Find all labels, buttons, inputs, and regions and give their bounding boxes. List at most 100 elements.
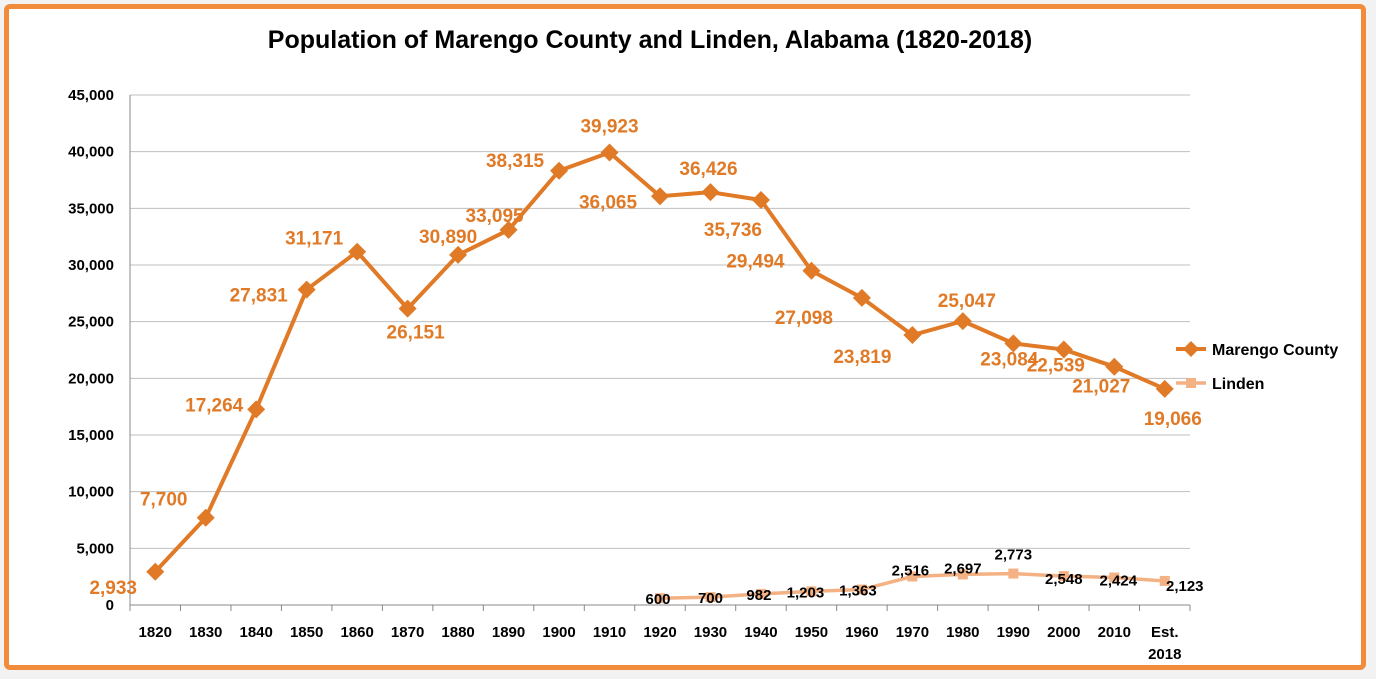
linden-point — [705, 592, 716, 603]
x-tick-label: 2010 — [1098, 624, 1131, 641]
linden-data-label: 982 — [746, 587, 771, 604]
marengo-data-label: 2,933 — [89, 578, 137, 599]
chart-frame — [4, 4, 1366, 670]
marengo-point — [903, 326, 922, 345]
marengo-data-label: 19,066 — [1144, 409, 1202, 430]
legend-marker — [1186, 378, 1196, 388]
linden-point — [1159, 575, 1170, 586]
marengo-point — [348, 242, 367, 261]
marengo-data-label: 25,047 — [938, 291, 996, 312]
linden-point — [907, 571, 918, 582]
x-tick-label: 1940 — [744, 624, 777, 641]
marengo-data-label: 27,831 — [230, 286, 289, 307]
marengo-data-label: 23,819 — [833, 347, 891, 368]
y-tick-label: 10,000 — [68, 484, 114, 501]
x-tick-label: 1890 — [492, 624, 525, 641]
x-tick-label: 1830 — [189, 624, 222, 641]
x-tick-label: 1840 — [240, 624, 273, 641]
x-tick-label: 2000 — [1047, 624, 1080, 641]
linden-data-label: 2,697 — [944, 560, 982, 577]
legend-label: Marengo County — [1212, 342, 1338, 359]
x-tick-label: 1850 — [290, 624, 323, 641]
linden-point — [806, 586, 817, 597]
linden-point — [755, 588, 766, 599]
y-tick-label: 5,000 — [76, 540, 114, 557]
x-tick-label: 1930 — [694, 624, 727, 641]
x-tick-label: 1970 — [896, 624, 929, 641]
y-tick-label: 20,000 — [68, 370, 114, 387]
y-tick-label: 0 — [106, 597, 114, 614]
marengo-point — [196, 508, 215, 527]
marengo-point — [398, 299, 417, 318]
linden-data-label: 2,123 — [1166, 578, 1204, 595]
linden-data-label: 2,516 — [892, 562, 930, 579]
linden-data-label: 2,424 — [1100, 573, 1138, 590]
marengo-data-label: 35,736 — [704, 220, 762, 241]
marengo-point — [449, 245, 468, 264]
linden-point — [1058, 571, 1069, 582]
marengo-point — [701, 183, 720, 202]
x-tick-label: 1870 — [391, 624, 424, 641]
marengo-point — [1155, 379, 1174, 398]
marengo-data-label: 29,494 — [726, 252, 785, 273]
marengo-point — [247, 400, 266, 419]
marengo-point — [651, 187, 669, 206]
legend-marker — [1183, 341, 1199, 357]
marengo-data-label: 27,098 — [775, 308, 833, 329]
linden-data-label: 700 — [698, 590, 723, 607]
x-tick-label: 1860 — [340, 624, 373, 641]
marengo-point — [751, 190, 770, 209]
y-tick-label: 30,000 — [68, 257, 114, 274]
marengo-point — [802, 261, 821, 280]
marengo-data-label: 33,095 — [466, 206, 525, 227]
legend-label: Linden — [1212, 376, 1264, 393]
y-tick-label: 45,000 — [68, 87, 114, 104]
marengo-point — [297, 280, 316, 299]
linden-point — [856, 584, 867, 595]
x-tick-label: 1910 — [593, 624, 626, 641]
x-tick-label: 1900 — [542, 624, 575, 641]
marengo-point — [1004, 334, 1023, 353]
marengo-point — [499, 220, 518, 239]
marengo-data-label: 39,923 — [580, 117, 638, 138]
marengo-point — [1054, 340, 1073, 359]
x-tick-label: 1960 — [845, 624, 878, 641]
marengo-data-label: 17,264 — [185, 395, 244, 416]
linden-point — [1008, 568, 1019, 579]
marengo-data-label: 30,890 — [419, 227, 477, 248]
marengo-data-label: 36,426 — [679, 159, 737, 180]
linden-point — [655, 593, 665, 604]
x-tick-label: 1950 — [795, 624, 828, 641]
x-tick-label: 1990 — [997, 624, 1030, 641]
marengo-data-label: 7,700 — [140, 490, 188, 511]
y-tick-label: 40,000 — [68, 144, 114, 161]
linden-data-label: 2,548 — [1045, 571, 1083, 588]
marengo-point — [600, 143, 619, 162]
chart-title: Population of Marengo County and Linden,… — [267, 26, 1033, 54]
y-tick-label: 35,000 — [68, 200, 114, 217]
marengo-point — [550, 161, 569, 180]
marengo-data-label: 22,539 — [1027, 356, 1085, 377]
y-tick-label: 15,000 — [68, 427, 114, 444]
linden-point — [1109, 572, 1120, 583]
marengo-data-label: 31,171 — [285, 229, 344, 250]
x-tick-label: 1920 — [643, 624, 676, 641]
linden-data-label: 2,773 — [995, 547, 1033, 564]
marengo-point — [146, 562, 165, 581]
marengo-data-label: 36,065 — [579, 192, 638, 213]
marengo-data-label: 21,027 — [1072, 377, 1130, 398]
marengo-data-label: 38,315 — [486, 151, 545, 172]
linden-data-label: 600 — [645, 591, 670, 608]
marengo-point — [953, 312, 972, 331]
y-tick-label: 25,000 — [68, 314, 114, 331]
marengo-data-label: 23,084 — [980, 349, 1039, 370]
x-tick-label: Est. 2018 — [1148, 624, 1181, 663]
linden-point — [957, 569, 968, 580]
linden-data-label: 1,363 — [839, 583, 877, 600]
marengo-point — [852, 288, 871, 307]
x-tick-label: 1980 — [946, 624, 979, 641]
marengo-point — [1105, 357, 1124, 376]
x-tick-label: 1820 — [139, 624, 172, 641]
x-tick-label: 1880 — [441, 624, 474, 641]
